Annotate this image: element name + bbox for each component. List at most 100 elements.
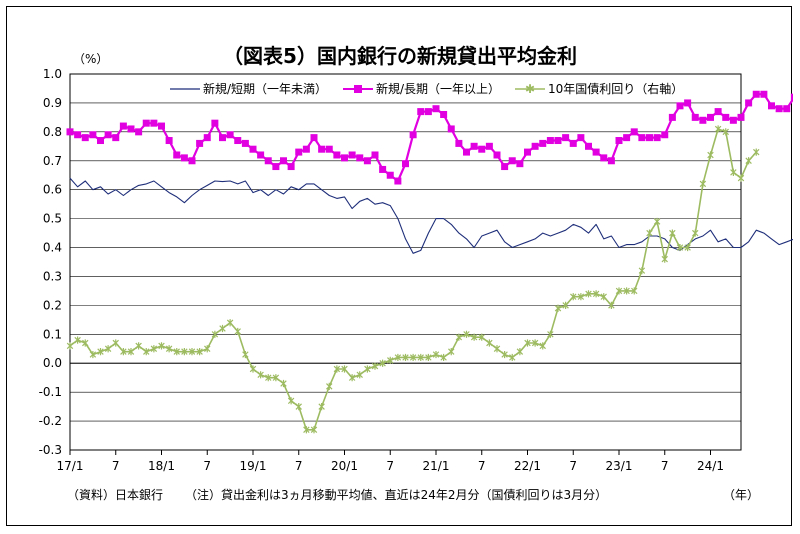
data-point: [608, 301, 615, 309]
data-point: [341, 154, 348, 162]
data-point: [463, 148, 470, 156]
data-point: [127, 125, 135, 133]
data-point: [97, 348, 104, 356]
y-axis-unit: （%）: [73, 52, 108, 66]
data-point: [333, 365, 341, 373]
data-point: [158, 342, 165, 350]
data-point: [631, 287, 638, 295]
series-line: [69, 128, 757, 431]
data-point: [585, 290, 592, 298]
data-point: [707, 151, 714, 159]
data-point: [257, 371, 264, 379]
x-tick-label: 18/1: [148, 459, 175, 473]
data-point: [318, 403, 325, 411]
data-point: [501, 163, 509, 171]
series-line: [69, 177, 793, 254]
data-point: [432, 105, 440, 113]
data-point: [409, 353, 417, 362]
data-point: [684, 99, 692, 107]
data-point: [333, 151, 341, 159]
x-tick-label: 21/1: [423, 459, 450, 473]
series-1: [66, 90, 793, 185]
data-point: [524, 148, 531, 156]
data-point: [486, 339, 493, 347]
data-point: [752, 90, 760, 98]
data-point: [669, 229, 676, 237]
data-point: [173, 348, 180, 356]
data-point: [653, 134, 661, 142]
data-point: [516, 160, 524, 168]
y-axis-ticks: 1.0 0.9 0.8 0.7 0.6 0.5 0.4 0.3 0.2 0.1 0.0 -0.1 -0.…: [39, 67, 62, 457]
data-point: [448, 348, 455, 356]
data-point: [211, 330, 219, 338]
data-point: [402, 160, 409, 168]
data-point: [81, 134, 89, 142]
data-point: [653, 217, 661, 226]
chart-canvas: （図表5）国内銀行の新規貸出平均金利 （%） 1.0 0.9 0.8 0.7 0.6 0.…: [39, 44, 793, 502]
x-axis-unit: （年）: [723, 488, 759, 502]
legend: 新規/短期（一年未満） 新規/長期（一年以上） ✱ 10年国債利回り（右軸）: [170, 81, 683, 96]
data-point: [142, 119, 150, 127]
data-point: [417, 353, 424, 362]
data-point: [692, 229, 699, 237]
data-point: [607, 157, 615, 165]
data-point: [112, 339, 119, 347]
data-point: [348, 374, 356, 382]
data-point: [699, 116, 707, 124]
data-point: [280, 379, 287, 388]
data-point: [387, 356, 394, 364]
data-point: [135, 128, 143, 136]
data-point: [592, 148, 600, 156]
data-point: [745, 99, 753, 107]
y-tick-label: 0.8: [43, 125, 62, 139]
data-point: [173, 151, 181, 159]
data-point: [783, 105, 791, 113]
series-group: [66, 90, 793, 434]
data-point: [318, 145, 326, 153]
x-tick-label: 7: [478, 459, 486, 473]
x-axis-ticks: 17/1 7 18/1 7 19/1 7 20/1 7 21/1 7 22/1 7 23/1 7 24/1: [57, 450, 724, 473]
data-point: [630, 128, 638, 136]
data-point: [676, 243, 684, 252]
data-point: [104, 345, 112, 353]
data-point: [364, 365, 371, 373]
x-tick-label: 20/1: [331, 459, 358, 473]
data-point: [219, 324, 226, 333]
y-tick-label: -0.2: [39, 414, 62, 428]
data-point: [180, 154, 188, 162]
series-0: [69, 177, 793, 254]
y-tick-label: 0.1: [43, 327, 62, 341]
data-point: [97, 137, 104, 145]
data-point: [326, 382, 333, 390]
y-tick-label: 0.2: [43, 298, 62, 312]
data-point: [570, 293, 577, 301]
data-point: [562, 301, 569, 309]
data-point: [661, 131, 669, 139]
data-point: [577, 293, 585, 301]
y-tick-label: 0.7: [43, 154, 62, 168]
data-point: [646, 229, 653, 237]
data-point: [66, 342, 74, 350]
data-point: [272, 163, 280, 171]
data-point: [120, 348, 127, 356]
data-point: [714, 108, 722, 116]
data-point: [295, 148, 303, 156]
data-point: [257, 151, 265, 159]
data-point: [753, 148, 760, 156]
legend-label-long: 新規/長期（一年以上）: [376, 81, 500, 96]
data-point: [531, 339, 539, 347]
data-point: [722, 113, 730, 121]
data-point: [668, 113, 676, 121]
y-tick-label: -0.1: [39, 385, 62, 399]
data-point: [478, 145, 486, 153]
data-point: [135, 342, 142, 350]
data-point: [485, 142, 493, 150]
data-point: [379, 359, 386, 367]
data-point: [119, 122, 127, 130]
data-point: [341, 365, 348, 373]
data-point: [615, 287, 623, 295]
data-point: [768, 102, 775, 110]
data-point: [158, 122, 165, 130]
data-point: [371, 151, 379, 159]
data-point: [188, 157, 196, 165]
